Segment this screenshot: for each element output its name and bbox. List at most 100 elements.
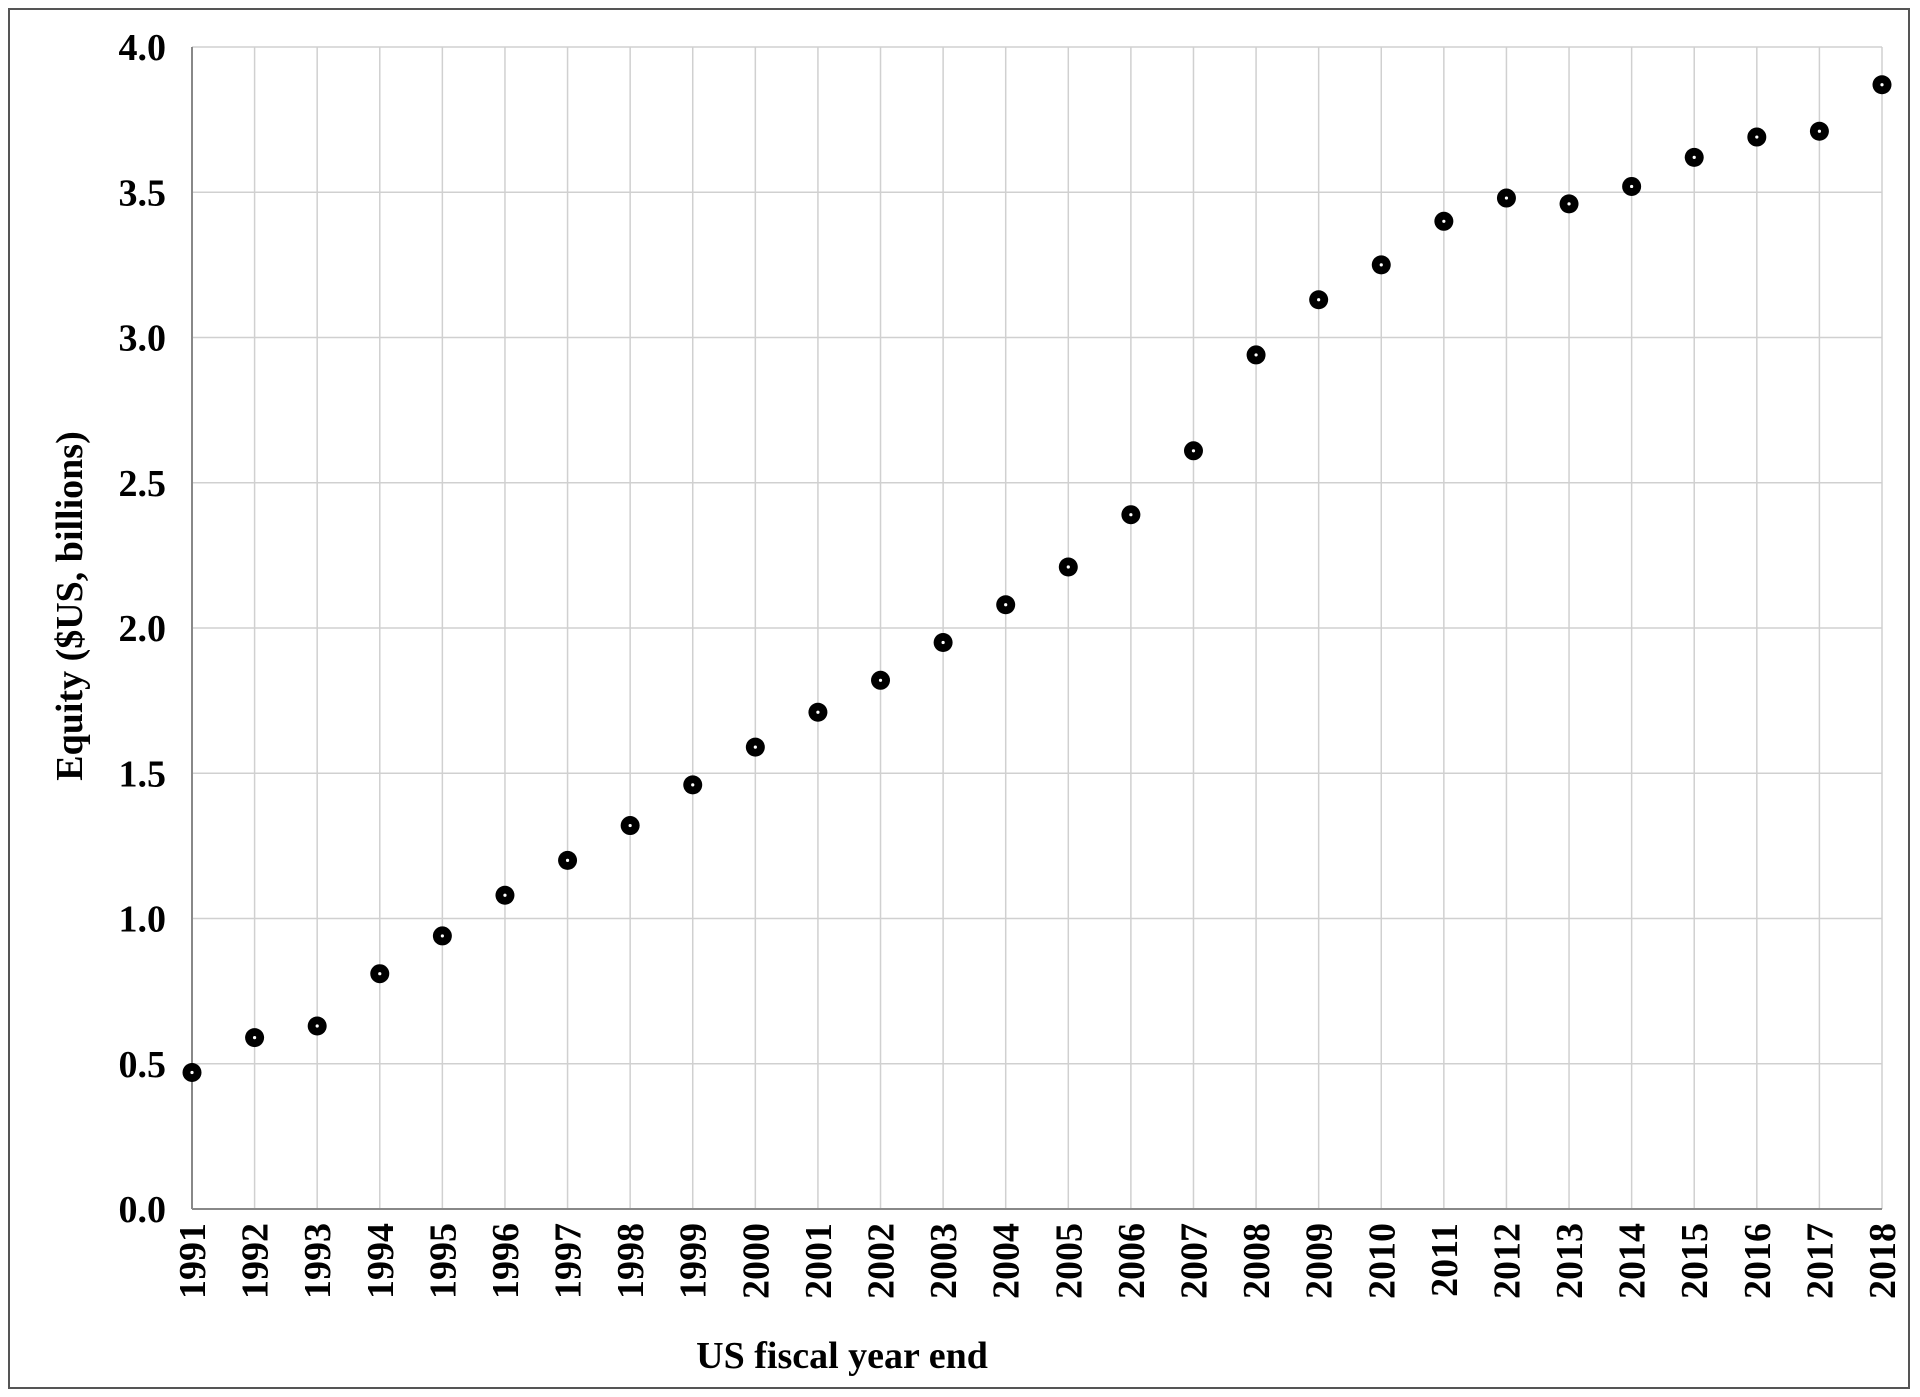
data-point: [182, 1062, 202, 1082]
data-point: [307, 1016, 327, 1036]
data-point: [808, 702, 828, 722]
x-tick-label: 2010: [1361, 1223, 1403, 1299]
data-point: [1684, 147, 1704, 167]
data-point-center: [1129, 513, 1133, 517]
grid-layer: [191, 46, 1883, 1210]
data-point-center: [878, 678, 883, 682]
y-tick-label: 1.0: [119, 899, 167, 941]
data-point-center: [1004, 603, 1008, 607]
data-point-center: [816, 710, 820, 714]
x-tick-label: 1993: [297, 1223, 339, 1299]
data-point: [1559, 194, 1579, 214]
data-point: [933, 633, 953, 653]
equity-scatter-chart: 0.0 0.5 1.0 1.5 2.0 2.5 3.0 3.5 4.0 1991 1992 1993 1…: [49, 27, 1905, 1377]
x-tick-label: 2005: [1048, 1223, 1090, 1299]
x-tick-label: 2006: [1111, 1223, 1153, 1299]
data-point: [1246, 345, 1266, 365]
x-tick-label: 2018: [1862, 1223, 1904, 1299]
x-tick-label: 1997: [548, 1223, 590, 1299]
data-point-center: [1317, 298, 1321, 302]
data-point-center: [1379, 263, 1383, 267]
y-tick-label: 3.5: [119, 172, 167, 214]
x-tick-label: 2014: [1612, 1223, 1654, 1299]
data-point: [1434, 211, 1454, 231]
data-point-center: [1191, 449, 1196, 453]
y-tick-label: 0.0: [119, 1189, 167, 1231]
x-tick-label: 2016: [1737, 1223, 1779, 1299]
y-tick-label: 0.5: [119, 1044, 167, 1086]
data-point: [1183, 441, 1203, 461]
data-point: [620, 816, 640, 836]
x-axis-title: US fiscal year end: [696, 1335, 988, 1377]
data-point: [558, 850, 578, 870]
y-tick-label: 2.0: [119, 608, 167, 650]
y-tick-label: 1.5: [119, 753, 167, 795]
x-tick-label: 1994: [360, 1223, 402, 1299]
data-point: [1809, 121, 1829, 141]
data-point-center: [1066, 565, 1070, 569]
x-tick-label: 2001: [798, 1223, 840, 1299]
data-point: [1747, 127, 1767, 147]
x-tick-label: 2009: [1299, 1223, 1341, 1299]
y-axis-title: Equity ($US, billions): [49, 431, 91, 781]
data-point-center: [503, 893, 507, 897]
data-point: [1121, 505, 1141, 525]
data-point-center: [440, 934, 444, 938]
data-point: [432, 926, 452, 946]
x-tick-label: 2013: [1549, 1223, 1591, 1299]
data-point-center: [1630, 184, 1634, 189]
data-point-center: [315, 1024, 319, 1028]
data-point: [996, 595, 1016, 615]
data-point: [1872, 75, 1892, 95]
data-point-center: [565, 858, 570, 863]
tick-labels: 0.0 0.5 1.0 1.5 2.0 2.5 3.0 3.5 4.0 1991 1992 1993 1…: [119, 27, 1905, 1299]
x-tick-label: 2003: [923, 1223, 965, 1299]
data-point: [1496, 188, 1516, 208]
data-point-center: [190, 1070, 194, 1075]
y-tick-label: 4.0: [119, 27, 167, 69]
x-tick-label: 1992: [235, 1223, 277, 1299]
data-point-center: [252, 1036, 257, 1040]
axis-layer: [191, 47, 1882, 1210]
x-tick-label: 2012: [1486, 1223, 1528, 1299]
y-tick-label: 2.5: [119, 463, 167, 505]
data-point: [683, 775, 703, 795]
x-tick-label: 2007: [1173, 1223, 1215, 1299]
x-tick-label: 1999: [673, 1223, 715, 1299]
data-point: [1371, 255, 1391, 275]
data-point-center: [378, 972, 382, 976]
data-point-center: [1442, 219, 1446, 223]
y-tick-label: 3.0: [119, 318, 167, 360]
x-tick-label: 2017: [1799, 1223, 1841, 1299]
data-point-center: [1692, 155, 1696, 159]
data-point-center: [628, 823, 632, 828]
data-point: [1309, 290, 1329, 310]
data-point: [495, 885, 515, 905]
data-point: [871, 670, 891, 690]
data-point-center: [753, 745, 757, 749]
x-tick-label: 2002: [861, 1223, 903, 1299]
x-tick-label: 1991: [172, 1223, 214, 1299]
data-point: [370, 964, 390, 984]
chart-frame: 0.0 0.5 1.0 1.5 2.0 2.5 3.0 3.5 4.0 1991 1992 1993 1…: [8, 8, 1910, 1389]
data-point: [1058, 557, 1078, 577]
x-tick-label: 2004: [986, 1223, 1028, 1299]
data-point-center: [1817, 129, 1822, 133]
x-tick-label: 2000: [735, 1223, 777, 1299]
data-point-center: [1567, 202, 1571, 206]
data-point-center: [1880, 83, 1884, 87]
x-tick-label: 2015: [1674, 1223, 1716, 1299]
data-point-center: [941, 640, 945, 645]
data-point: [1622, 176, 1642, 196]
data-point-center: [691, 783, 695, 787]
x-tick-label: 1996: [485, 1223, 527, 1299]
x-tick-label: 2011: [1424, 1223, 1466, 1297]
x-tick-label: 1995: [422, 1223, 464, 1299]
data-points: [182, 75, 1892, 1082]
data-point-center: [1254, 353, 1258, 357]
x-tick-label: 1998: [610, 1223, 652, 1299]
x-tick-label: 2008: [1236, 1223, 1278, 1299]
data-point: [745, 737, 765, 757]
data-point-center: [1504, 196, 1509, 200]
data-point: [245, 1028, 265, 1048]
